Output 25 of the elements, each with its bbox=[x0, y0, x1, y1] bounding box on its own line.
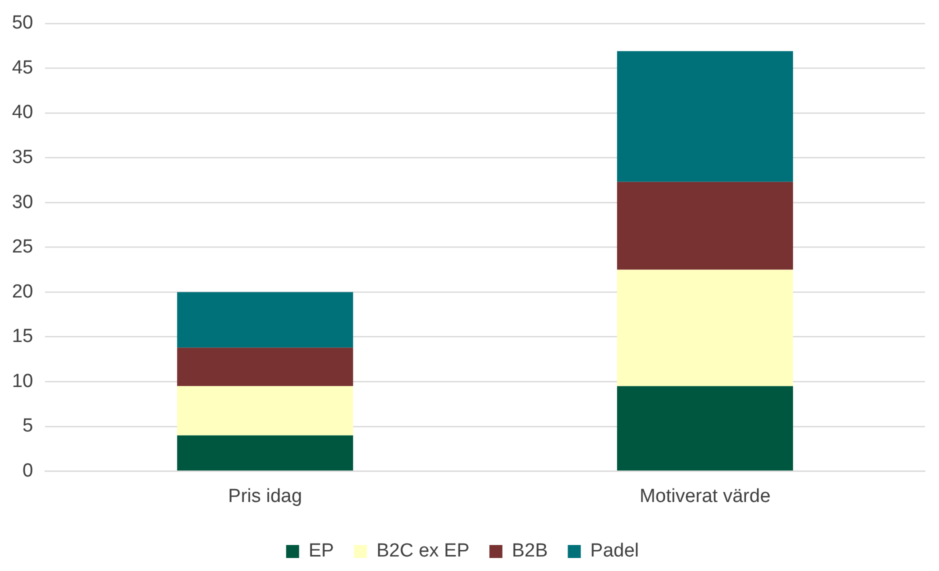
bar bbox=[177, 292, 354, 348]
y-tick-label: 15 bbox=[12, 326, 34, 348]
bar bbox=[617, 182, 794, 270]
y-tick-label: 25 bbox=[12, 236, 34, 258]
y-tick-label: 10 bbox=[12, 370, 34, 392]
y-tick-label: 0 bbox=[22, 460, 34, 482]
y-tick-label: 50 bbox=[12, 12, 34, 34]
legend-label: B2B bbox=[512, 540, 548, 562]
bar bbox=[617, 386, 794, 471]
y-tick-label: 5 bbox=[22, 416, 34, 437]
y-tick-label: 45 bbox=[12, 57, 34, 78]
bar bbox=[617, 270, 794, 386]
legend-label: EP bbox=[308, 540, 334, 562]
y-tick-label: 35 bbox=[12, 146, 34, 168]
bar bbox=[177, 435, 354, 471]
y-tick-label: 40 bbox=[12, 102, 34, 124]
bar bbox=[177, 386, 354, 436]
bar bbox=[617, 51, 794, 182]
bar bbox=[177, 348, 354, 386]
x-tick-label: Motiverat värde bbox=[640, 486, 771, 507]
legend-label: B2C ex EP bbox=[376, 540, 470, 562]
y-tick-label: 20 bbox=[12, 281, 34, 302]
legend-label: Padel bbox=[590, 540, 639, 562]
y-tick-label: 30 bbox=[12, 192, 34, 213]
x-tick-label: Pris idag bbox=[228, 486, 302, 507]
